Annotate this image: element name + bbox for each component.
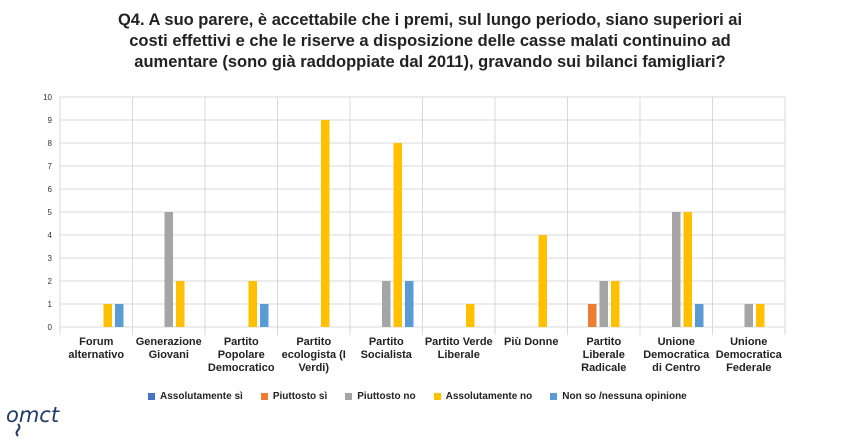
x-tick-label: Liberale: [583, 349, 625, 361]
x-tick-label: Partito: [586, 336, 621, 348]
bar: [744, 304, 753, 327]
x-tick-label: Popolare: [218, 349, 265, 361]
y-tick-label: 1: [48, 300, 53, 309]
bar: [382, 281, 391, 327]
legend-label: Piuttosto sì: [272, 391, 328, 402]
legend-label: Assolutamente no: [445, 391, 533, 402]
bar: [393, 143, 402, 327]
x-tick-label: Liberale: [438, 349, 480, 361]
bar: [321, 120, 330, 327]
y-tick-label: 5: [48, 208, 53, 217]
omct-logo: omct: [6, 403, 60, 437]
x-tick-label: alternativo: [68, 349, 124, 361]
x-tick-label: Partito: [224, 336, 259, 348]
chart-legend: Assolutamente sì Piuttosto sì Piuttosto no…: [148, 391, 687, 402]
x-tick-label: Forum: [79, 336, 113, 348]
x-tick-label: Verdi): [298, 362, 329, 374]
bar: [260, 304, 269, 327]
bar: [538, 235, 547, 327]
bar: [683, 212, 692, 327]
logo-text: omct: [6, 403, 60, 427]
x-tick-label: Democratico: [208, 362, 275, 374]
y-tick-label: 8: [48, 139, 53, 148]
legend-swatch: [550, 393, 558, 400]
bar: [611, 281, 620, 327]
y-tick-label: 10: [43, 93, 52, 102]
bar: [588, 304, 597, 327]
legend-swatch: [433, 393, 441, 400]
chart-title-line: Q4. A suo parere, è accettabile che i pr…: [117, 11, 743, 29]
legend-item: Piuttosto sì: [260, 391, 328, 402]
bar: [103, 304, 112, 327]
bar: [164, 212, 173, 327]
x-tick-label: Generazione: [136, 336, 202, 348]
x-tick-label: Federale: [726, 362, 771, 374]
legend-swatch: [148, 393, 155, 400]
bar: [466, 304, 475, 327]
x-tick-label: Socialista: [361, 349, 413, 361]
y-tick-label: 9: [48, 116, 53, 125]
legend-label: Piuttosto no: [357, 391, 416, 402]
bar: [756, 304, 765, 327]
legend-swatch: [345, 393, 353, 400]
bar: [405, 281, 414, 327]
x-tick-label: Unione: [730, 336, 767, 348]
legend-swatch: [260, 393, 268, 400]
bar: [695, 304, 704, 327]
bar: [248, 281, 257, 327]
bar: [115, 304, 124, 327]
x-tick-label: Unione: [658, 336, 695, 348]
y-tick-label: 3: [48, 254, 53, 263]
x-tick-label: ecologista (I: [282, 349, 346, 361]
legend-item: Non so /nessuna opinione: [550, 391, 687, 402]
legend-item: Assolutamente no: [433, 391, 533, 402]
bar: [176, 281, 185, 327]
chart-title-line: aumentare (sono già raddoppiate dal 2011…: [134, 53, 726, 71]
legend-item: Assolutamente sì: [148, 391, 243, 402]
y-tick-label: 6: [48, 185, 53, 194]
x-tick-label: Più Donne: [504, 336, 558, 348]
y-tick-label: 4: [48, 231, 53, 240]
x-tick-label: Partito: [296, 336, 331, 348]
bar: [672, 212, 681, 327]
chart-title-line: costi effettivi e che le riserve a dispo…: [129, 32, 731, 50]
x-tick-label: Democratica: [643, 349, 710, 361]
x-tick-label: di Centro: [652, 362, 701, 374]
legend-label: Non so /nessuna opinione: [562, 391, 687, 402]
bar: [599, 281, 608, 327]
y-tick-label: 2: [48, 277, 53, 286]
x-tick-label: Giovani: [149, 349, 189, 361]
y-tick-label: 7: [48, 162, 53, 171]
x-tick-label: Partito: [369, 336, 404, 348]
legend-item: Piuttosto no: [345, 391, 416, 402]
legend-label: Assolutamente sì: [160, 391, 243, 402]
y-tick-label: 0: [48, 323, 53, 332]
x-tick-label: Radicale: [581, 362, 626, 374]
chart-title: Q4. A suo parere, è accettabile che i pr…: [60, 10, 800, 73]
x-tick-label: Partito Verde: [425, 336, 493, 348]
x-tick-label: Democratica: [716, 349, 783, 361]
